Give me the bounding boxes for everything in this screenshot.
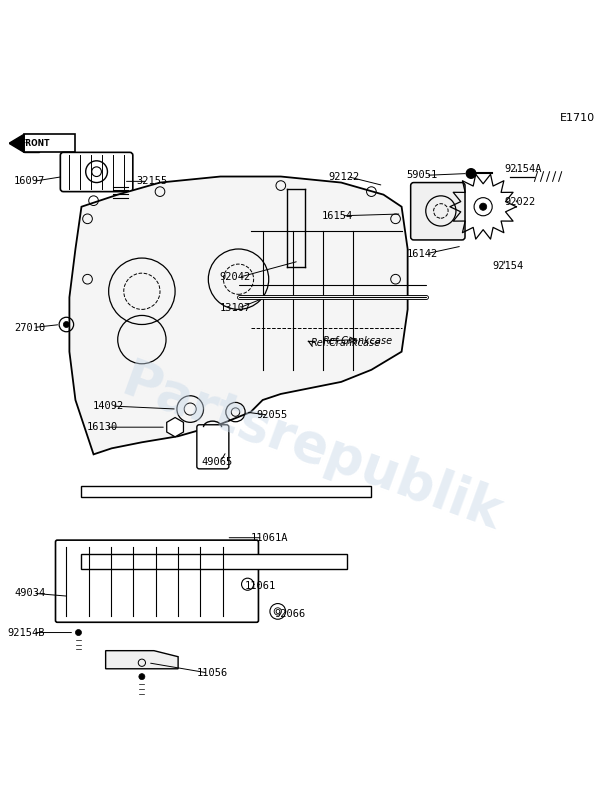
Text: 92154: 92154 (492, 261, 524, 271)
Text: 16130: 16130 (86, 422, 118, 432)
Text: 49065: 49065 (201, 457, 232, 466)
Text: Ref.Crankcase: Ref.Crankcase (323, 336, 393, 346)
Text: 16142: 16142 (406, 249, 438, 259)
Polygon shape (9, 134, 24, 152)
Circle shape (139, 674, 145, 680)
Text: FRONT: FRONT (21, 138, 50, 148)
Text: 11061A: 11061A (251, 533, 288, 542)
Circle shape (75, 630, 82, 635)
Text: 92154B: 92154B (8, 627, 45, 638)
Text: 92154A: 92154A (504, 164, 542, 174)
Text: Ref.Crankcase: Ref.Crankcase (311, 338, 381, 348)
Text: 16097: 16097 (14, 176, 45, 186)
Text: 11061: 11061 (245, 581, 276, 591)
Polygon shape (105, 650, 178, 669)
FancyBboxPatch shape (197, 425, 229, 469)
FancyBboxPatch shape (56, 540, 259, 622)
Text: 92066: 92066 (275, 610, 306, 619)
Text: 92122: 92122 (328, 171, 359, 182)
Text: 16154: 16154 (322, 210, 353, 221)
Polygon shape (24, 134, 39, 152)
Text: 92022: 92022 (504, 197, 536, 207)
Text: 92042: 92042 (219, 272, 251, 282)
Circle shape (466, 169, 476, 178)
Polygon shape (69, 177, 408, 454)
Text: 49034: 49034 (14, 588, 45, 598)
Text: 32155: 32155 (136, 176, 167, 186)
Text: 13107: 13107 (219, 303, 251, 313)
FancyBboxPatch shape (411, 182, 465, 240)
FancyBboxPatch shape (82, 554, 347, 569)
FancyBboxPatch shape (24, 134, 75, 152)
Text: 11056: 11056 (196, 668, 227, 678)
Text: 59051: 59051 (406, 170, 438, 180)
Text: 14092: 14092 (93, 401, 124, 411)
Circle shape (63, 322, 69, 327)
Text: 27010: 27010 (14, 322, 45, 333)
Text: Partsrepublik: Partsrepublik (114, 355, 508, 542)
FancyBboxPatch shape (60, 152, 133, 192)
Text: E1710: E1710 (560, 113, 595, 123)
Circle shape (479, 203, 487, 210)
Polygon shape (167, 418, 183, 437)
Text: 92055: 92055 (257, 410, 288, 420)
FancyBboxPatch shape (82, 486, 371, 497)
